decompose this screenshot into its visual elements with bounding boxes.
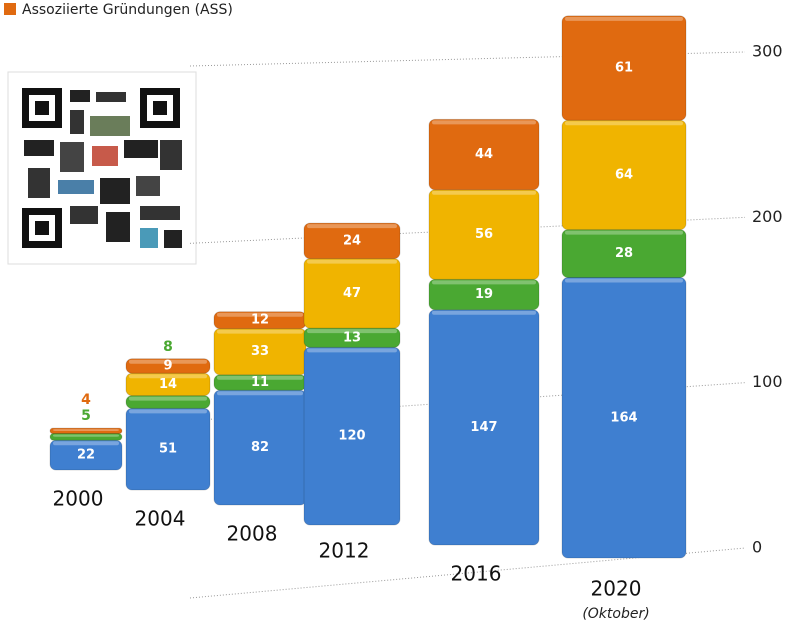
segment-label: 28 [615,246,633,261]
bar-highlight [53,441,119,446]
segment-label: 22 [77,448,95,463]
x-tick-label: 2020 [591,577,642,601]
bar-highlight [565,230,683,235]
bar-highlight [307,259,397,264]
bar-highlight [307,224,397,229]
segment-label: 120 [338,429,365,444]
segment-label: 8 [163,339,173,355]
bar-highlight [432,190,536,195]
bar-segment [561,15,687,121]
segment-label: 5 [81,408,91,424]
bar-highlight [432,280,536,285]
bar-segment [49,427,123,435]
bar-segment [303,222,401,260]
bar-segment [428,118,540,191]
segment-label: 47 [343,286,361,301]
bars: 22 54 51 14 9 8 82 11 33 12 120 13 47 24 147 19 56 44 164 2… [49,15,687,559]
bar-highlight [565,278,683,283]
qr-code [7,71,197,265]
bar-highlight [217,329,303,334]
x-tick-label: 2008 [227,522,278,546]
x-tick-label: 2000 [53,487,104,511]
segment-label: 4 [81,392,91,408]
x-tick-label: 2016 [451,562,502,586]
segment-label: 51 [159,442,177,457]
bar-highlight [129,374,207,379]
bar-segment [125,358,211,374]
bar-highlight [307,329,397,334]
segment-label: 19 [475,287,493,302]
segment-label: 13 [343,330,361,345]
segment-label: 12 [251,313,269,328]
segment-label: 9 [163,359,172,374]
legend-swatch [4,3,16,15]
y-tick-label: 0 [752,538,762,557]
bar-highlight [307,348,397,353]
segment-label: 164 [610,410,637,425]
y-tick-label: 100 [752,372,783,391]
segment-label: 44 [475,147,493,162]
bar-highlight [217,312,303,317]
annotation: (Oktober) [582,606,649,622]
x-tick-label: 2012 [319,539,370,563]
segment-label: 56 [475,227,493,242]
segment-label: 82 [251,440,269,455]
segment-label: 24 [343,233,361,248]
segment-label: 64 [615,167,633,182]
segment-label: 147 [470,420,497,435]
legend-label: Assoziierte Gründungen (ASS) [22,2,233,18]
bar-highlight [217,375,303,380]
segment-label: 14 [159,377,177,392]
bar-highlight [565,16,683,21]
bar-highlight [565,121,683,126]
bar-highlight [129,359,207,364]
segment-label: 33 [251,344,269,359]
y-tick-label: 300 [752,42,783,61]
bar-segment [125,372,211,397]
segment-label: 11 [251,375,269,390]
bar-highlight [432,120,536,125]
bar-highlight [129,409,207,414]
bar-highlight [129,396,207,401]
x-tick-label: 2004 [135,507,186,531]
bar-highlight [217,391,303,396]
bar-highlight [53,429,119,431]
bar-highlight [53,434,119,437]
y-tick-label: 200 [752,207,783,226]
segment-label: 61 [615,61,633,76]
bar-highlight [432,310,536,315]
